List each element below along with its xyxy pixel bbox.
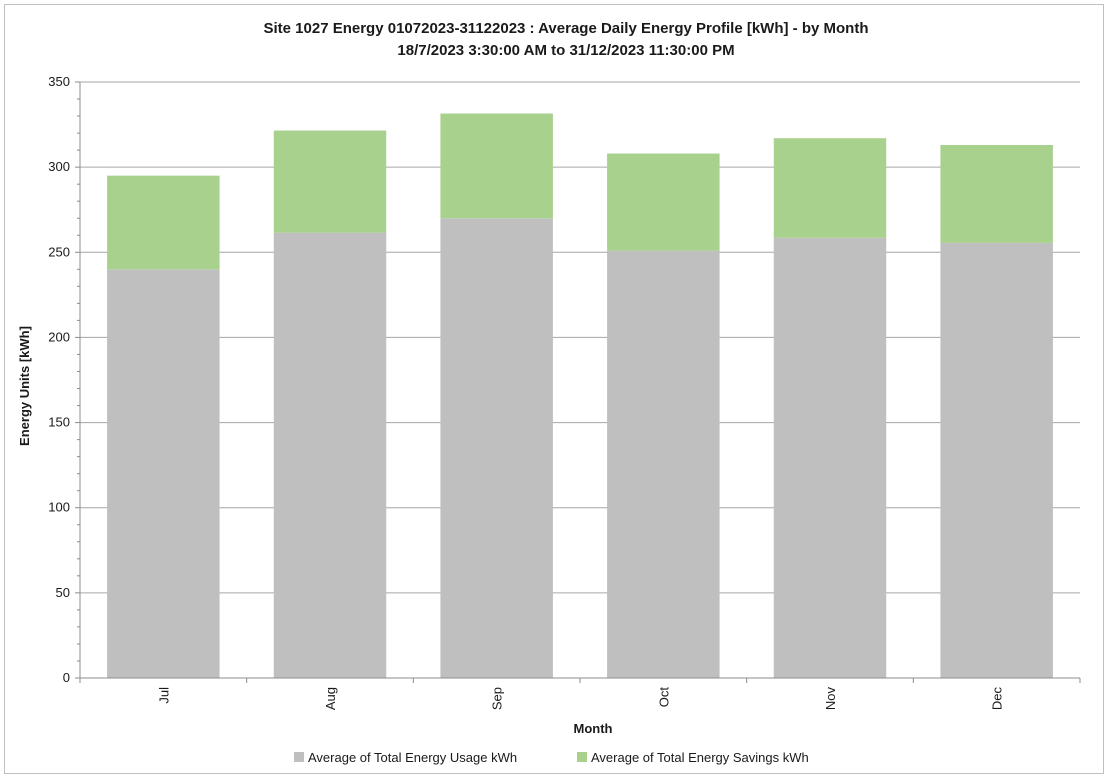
y-tick-label-350: 350 <box>48 74 70 89</box>
x-tick-label-dec: Dec <box>990 687 1005 711</box>
bar-oct-series-2 <box>607 153 720 251</box>
x-tick-label-sep: Sep <box>490 687 505 710</box>
y-tick-label-200: 200 <box>48 329 70 344</box>
bar-sep-series-1 <box>440 218 553 678</box>
axes: 0 50 100 150 200 250 300 350 Jul Aug Sep Oct Nov Dec <box>48 74 1081 711</box>
bar-sep-series-2 <box>440 113 553 219</box>
bar-dec-series-1 <box>940 242 1053 679</box>
chart-frame: Site 1027 Energy 01072023-31122023 : Ave… <box>4 4 1104 774</box>
bar-aug-series-2 <box>273 130 387 233</box>
y-tick-label-250: 250 <box>48 244 70 259</box>
bar-dec-series-2 <box>940 145 1053 243</box>
y-tick-label-300: 300 <box>48 159 70 174</box>
y-tick-label-100: 100 <box>48 500 70 515</box>
bar-jul-series-2 <box>107 175 220 270</box>
bars <box>107 113 1053 679</box>
legend-swatch-series-2 <box>577 752 587 762</box>
bar-nov-series-2 <box>773 138 887 238</box>
y-axis-title: Energy Units [kWh] <box>17 326 32 446</box>
chart-title-line-2: 18/7/2023 3:30:00 AM to 31/12/2023 11:30… <box>397 42 734 59</box>
y-tick-label-50: 50 <box>56 585 70 600</box>
bar-nov-series-1 <box>773 237 887 678</box>
x-axis-title: Month <box>574 721 613 736</box>
legend-label-series-1: Average of Total Energy Usage kWh <box>308 750 517 765</box>
y-tick-label-150: 150 <box>48 415 70 430</box>
x-tick-label-aug: Aug <box>323 687 338 710</box>
gridlines <box>80 81 1080 594</box>
legend-swatch-series-1 <box>294 752 304 762</box>
chart-title-line-1: Site 1027 Energy 01072023-31122023 : Ave… <box>264 20 869 37</box>
x-tick-label-oct: Oct <box>656 687 671 708</box>
stacked-bar-chart: Site 1027 Energy 01072023-31122023 : Ave… <box>17 20 1081 765</box>
x-tick-label-nov: Nov <box>823 687 838 711</box>
bar-oct-series-1 <box>607 250 720 678</box>
legend: Average of Total Energy Usage kWh Average… <box>294 750 809 765</box>
bar-aug-series-1 <box>273 232 387 678</box>
bar-jul-series-1 <box>107 269 220 678</box>
x-tick-label-jul: Jul <box>156 687 171 704</box>
y-tick-label-0: 0 <box>63 670 70 685</box>
legend-label-series-2: Average of Total Energy Savings kWh <box>591 750 809 765</box>
